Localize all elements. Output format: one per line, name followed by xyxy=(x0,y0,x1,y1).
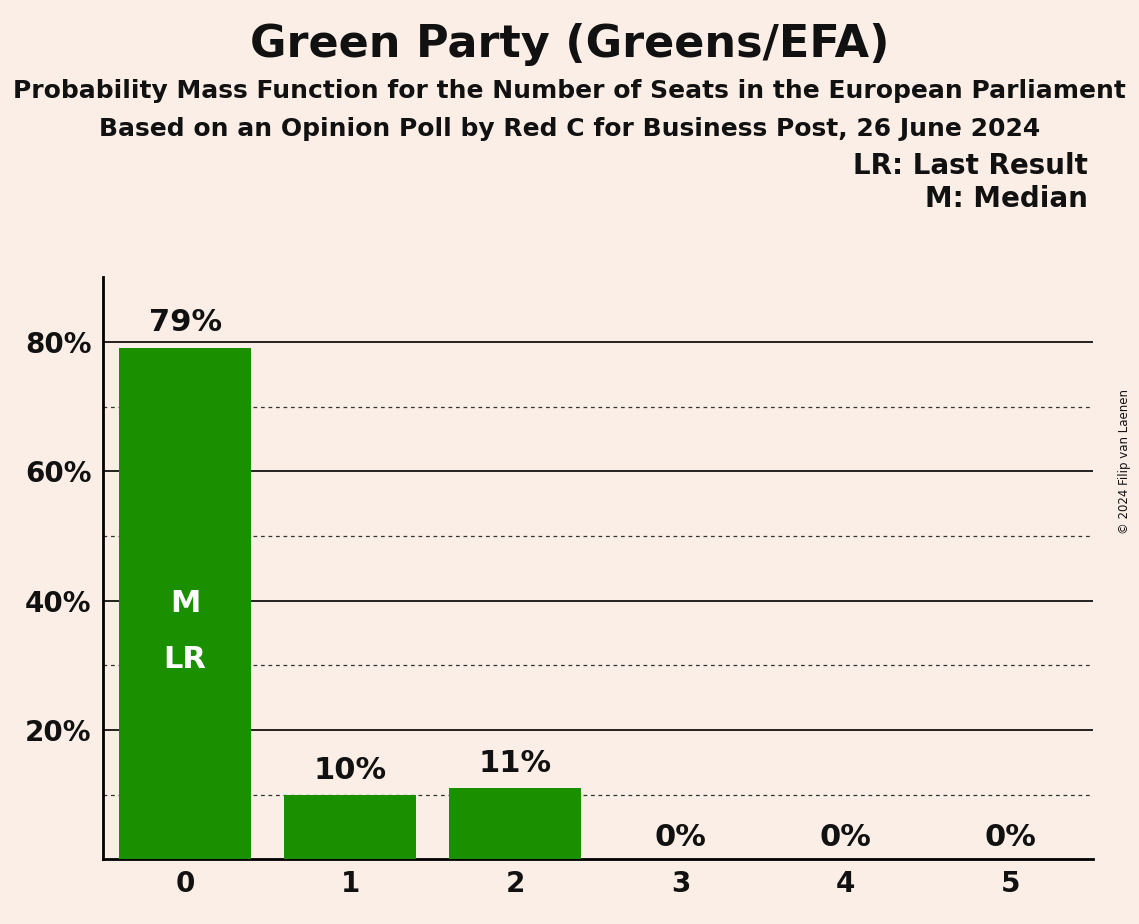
Text: M: Median: M: Median xyxy=(925,185,1088,213)
Text: 0%: 0% xyxy=(820,822,871,852)
Text: Green Party (Greens/EFA): Green Party (Greens/EFA) xyxy=(249,23,890,67)
Text: 10%: 10% xyxy=(313,756,387,784)
Text: Probability Mass Function for the Number of Seats in the European Parliament: Probability Mass Function for the Number… xyxy=(13,79,1126,103)
Bar xyxy=(285,795,417,859)
Text: M: M xyxy=(170,590,200,618)
Text: © 2024 Filip van Laenen: © 2024 Filip van Laenen xyxy=(1118,390,1131,534)
Text: 79%: 79% xyxy=(148,308,222,336)
Text: 0%: 0% xyxy=(985,822,1036,852)
Text: 0%: 0% xyxy=(655,822,706,852)
Text: 11%: 11% xyxy=(478,749,552,778)
Bar xyxy=(118,348,251,859)
Text: LR: LR xyxy=(164,645,206,674)
Bar xyxy=(449,788,582,859)
Text: Based on an Opinion Poll by Red C for Business Post, 26 June 2024: Based on an Opinion Poll by Red C for Bu… xyxy=(99,117,1040,141)
Text: LR: Last Result: LR: Last Result xyxy=(853,152,1088,180)
